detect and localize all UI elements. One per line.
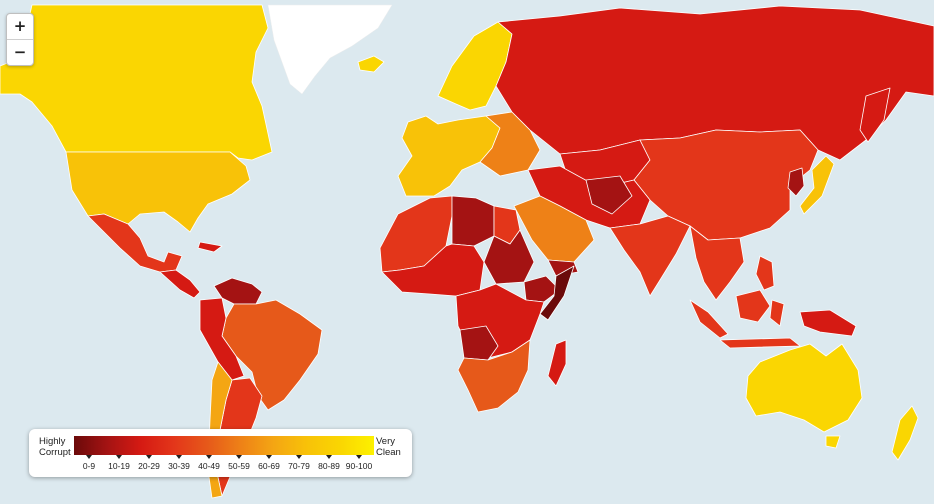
legend-tick-mark	[146, 455, 152, 459]
legend-tick-label: 0-9	[82, 461, 96, 471]
region-iceland[interactable]	[357, 55, 385, 73]
legend-tick-mark	[176, 455, 182, 459]
zoom-in-button[interactable]: +	[7, 14, 33, 40]
region-congo[interactable]	[459, 325, 499, 361]
legend-tick-mark	[356, 455, 362, 459]
legend-gradient	[74, 436, 374, 455]
region-japan[interactable]	[799, 155, 835, 215]
region-afghanistan[interactable]	[585, 175, 633, 215]
region-sudan[interactable]	[483, 229, 535, 285]
legend-tick-label: 20-29	[138, 461, 160, 471]
region-sulawesi[interactable]	[769, 299, 785, 327]
legend-high-label-line2: Clean	[376, 447, 401, 458]
region-tasmania[interactable]	[825, 435, 841, 449]
region-papua[interactable]	[799, 309, 857, 337]
legend-high-label: Very Clean	[376, 436, 401, 458]
region-canada[interactable]	[0, 4, 273, 161]
legend-tick-label: 10-19	[108, 461, 130, 471]
legend-tick-mark	[326, 455, 332, 459]
legend-tick-labels: 0-9 10-19 20-29 30-39 40-49 50-59 60-69 70-79 80…	[74, 461, 374, 473]
region-madagascar[interactable]	[547, 339, 567, 387]
legend-tick-label: 80-89	[318, 461, 340, 471]
legend-tick-label: 70-79	[288, 461, 310, 471]
region-borneo[interactable]	[735, 289, 771, 323]
region-somalia[interactable]	[539, 265, 575, 321]
legend-tick-mark	[206, 455, 212, 459]
region-venezuela[interactable]	[213, 277, 263, 305]
region-west-africa[interactable]	[381, 243, 485, 297]
region-caribbean[interactable]	[197, 241, 223, 253]
legend-low-label-line1: Highly	[39, 436, 66, 447]
region-philippines[interactable]	[755, 255, 775, 291]
legend-tick-mark	[116, 455, 122, 459]
region-southern-africa[interactable]	[457, 339, 531, 413]
region-mexico[interactable]	[87, 213, 183, 273]
region-new-zealand[interactable]	[891, 405, 919, 461]
region-western-europe[interactable]	[397, 115, 501, 197]
legend-tick-mark	[266, 455, 272, 459]
region-java[interactable]	[719, 337, 801, 349]
region-saudi-arabia[interactable]	[513, 195, 595, 263]
region-kamchatka[interactable]	[859, 87, 891, 143]
legend-tick-label: 30-39	[168, 461, 190, 471]
region-horn-of-africa[interactable]	[523, 275, 561, 303]
legend-tick-mark	[296, 455, 302, 459]
legend-tick-label: 40-49	[198, 461, 220, 471]
region-libya[interactable]	[451, 195, 495, 247]
legend-tick-label: 90-100	[345, 461, 373, 471]
legend-color-bar	[74, 436, 374, 455]
region-andes[interactable]	[199, 297, 245, 381]
region-india[interactable]	[609, 215, 691, 297]
legend-tick-mark	[236, 455, 242, 459]
legend: Highly Corrupt 0-9 10-19 20-29 30-39 40-49 50…	[29, 429, 412, 477]
region-southeast-asia[interactable]	[689, 225, 745, 301]
zoom-out-button[interactable]: −	[13, 43, 27, 61]
legend-high-label-line1: Very	[376, 436, 396, 447]
legend-tick-label: 60-69	[258, 461, 280, 471]
region-sumatra[interactable]	[689, 299, 729, 339]
legend-low-label-line2: Corrupt	[39, 447, 71, 458]
greenland	[267, 4, 393, 95]
region-central-america[interactable]	[159, 269, 201, 299]
region-korea[interactable]	[787, 167, 805, 197]
legend-tick-label: 50-59	[228, 461, 250, 471]
region-australia[interactable]	[745, 343, 863, 433]
zoom-control: + −	[6, 13, 34, 66]
legend-low-label: Highly Corrupt	[39, 436, 71, 458]
legend-tick-mark	[86, 455, 92, 459]
